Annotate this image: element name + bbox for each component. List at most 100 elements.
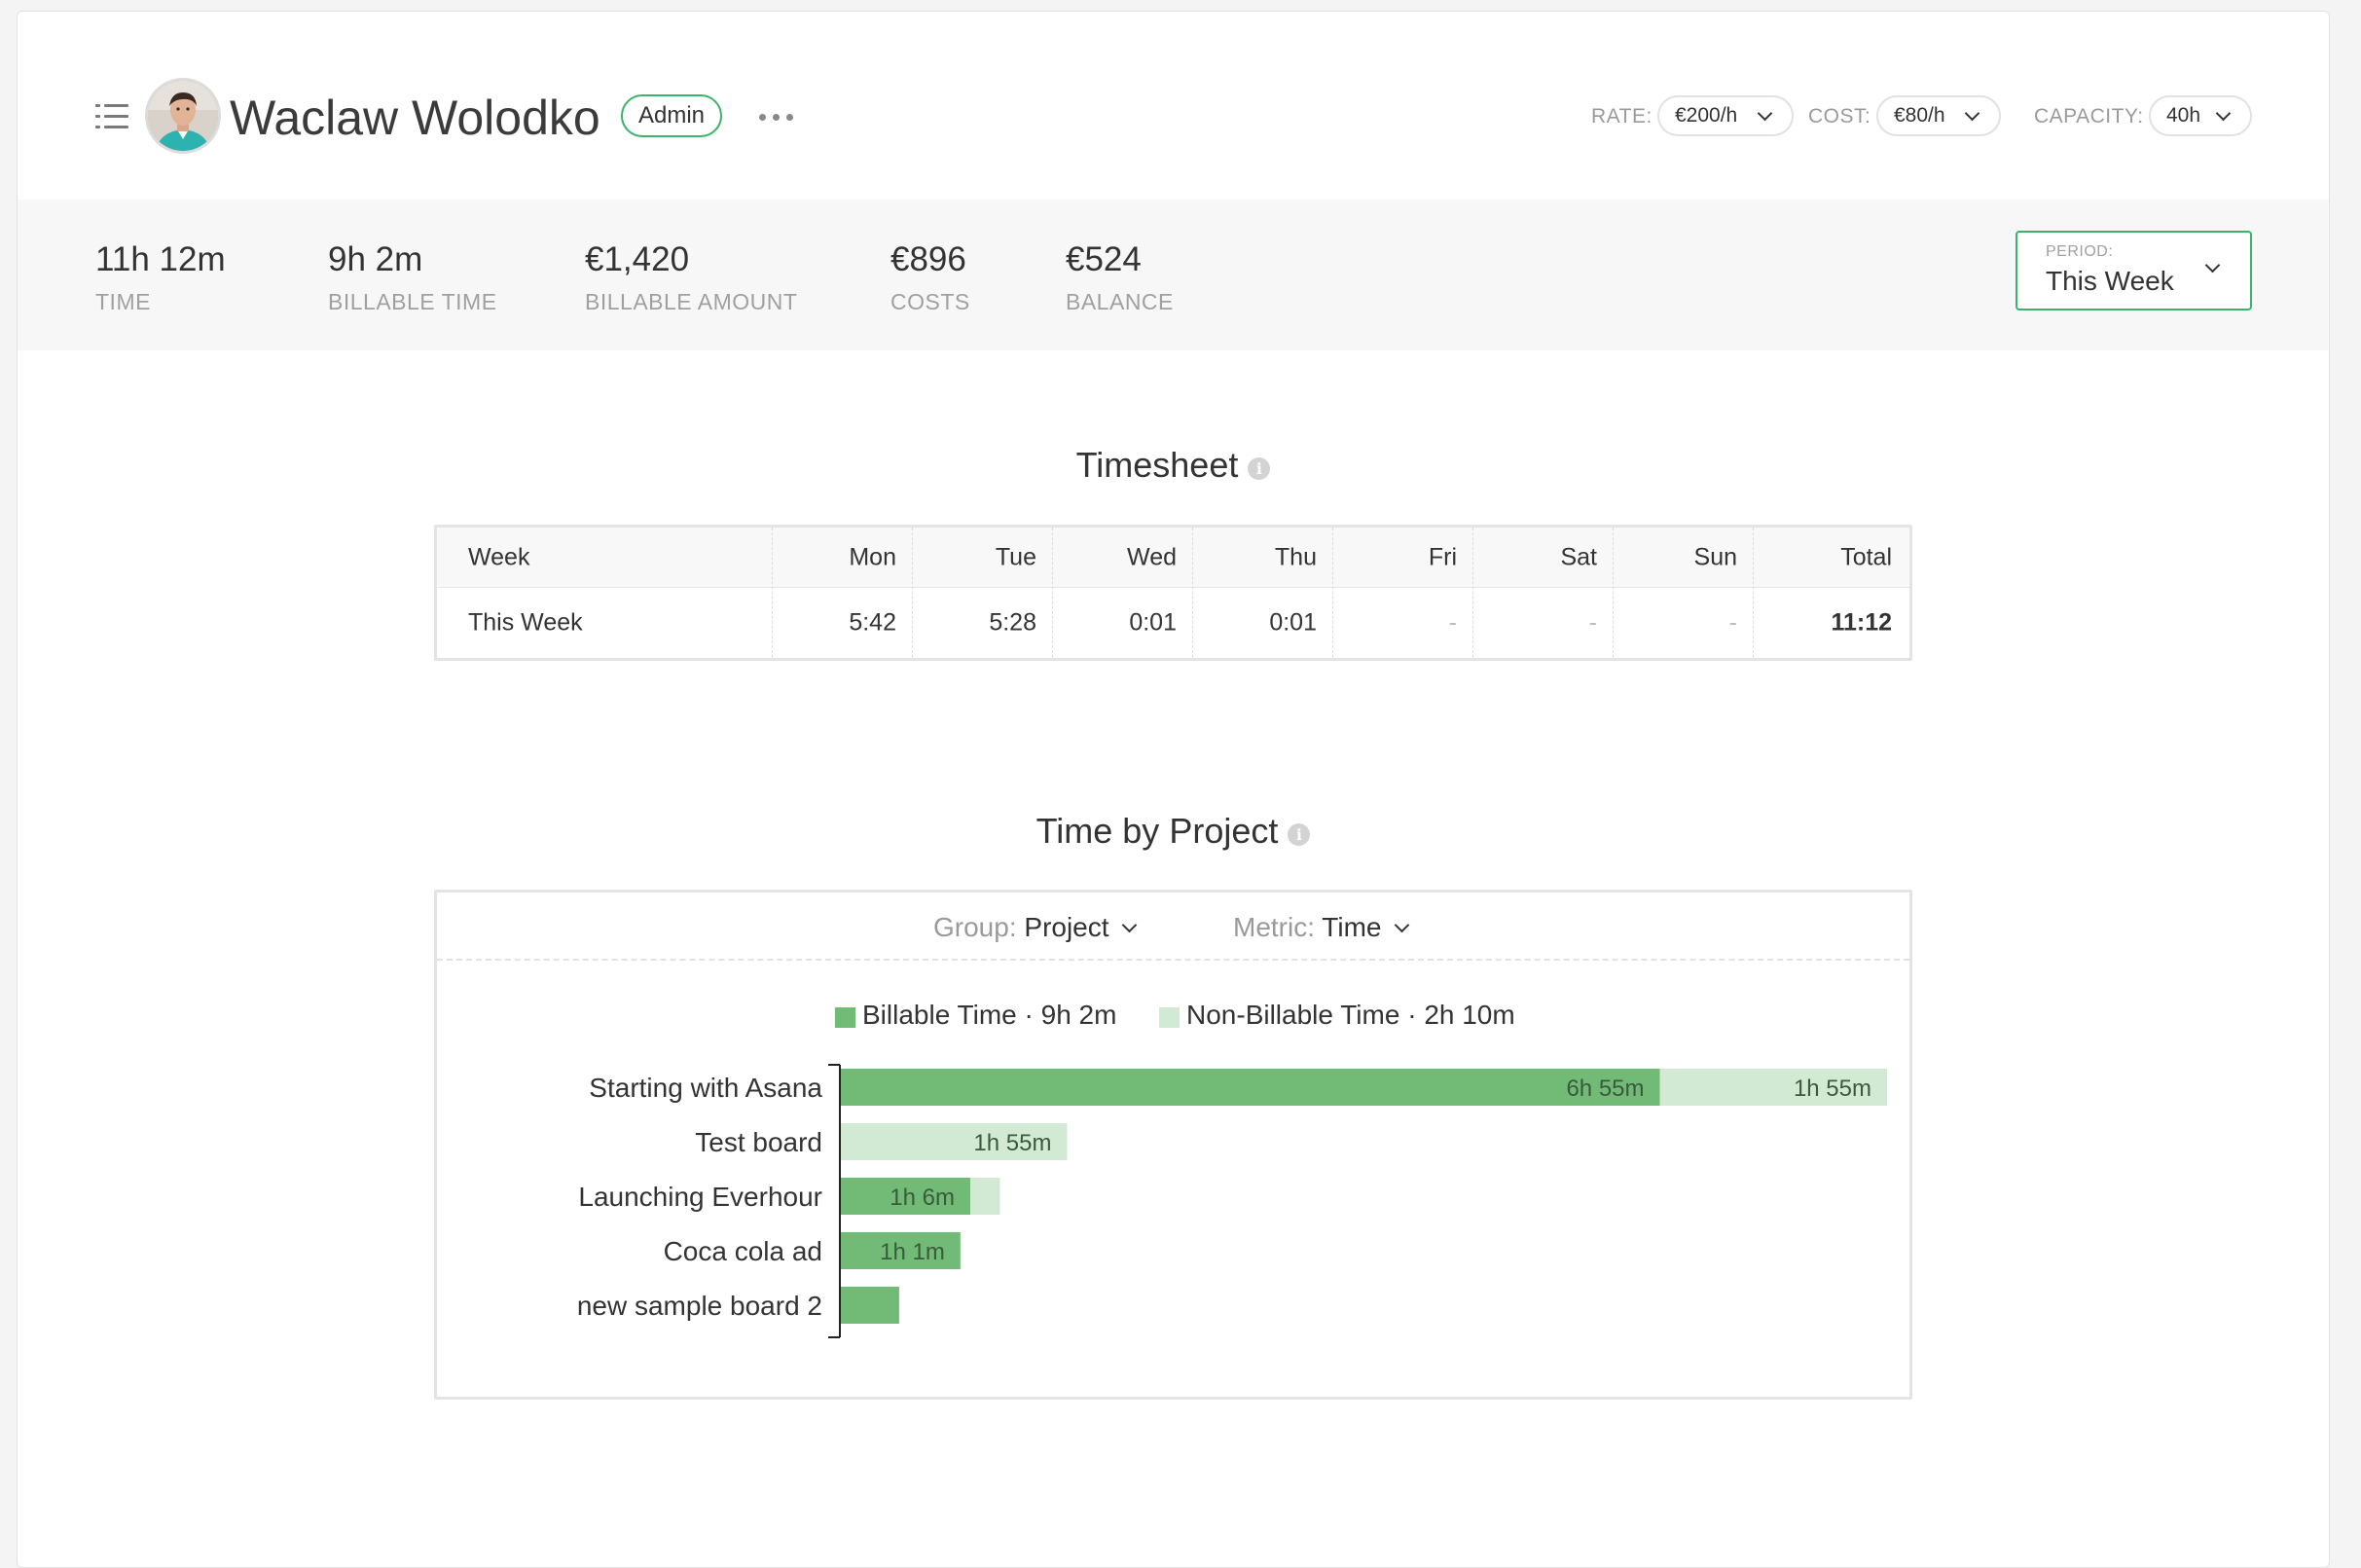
timesheet-table: Week Mon Tue Wed Thu Fri Sat Sun Total T… [434, 525, 1912, 661]
period-label: PERIOD: [2046, 243, 2114, 260]
column-divider [1472, 528, 1473, 658]
cell-mon[interactable]: 5:42 [849, 608, 896, 637]
stat-value: 9h 2m [328, 240, 423, 278]
bar-value-label: 1h 55m [1794, 1076, 1871, 1102]
stat-label: BILLABLE TIME [328, 289, 497, 314]
column-divider [1052, 528, 1053, 658]
user-report-card: Waclaw Wolodko Admin RATE: €200/h COST: … [17, 11, 2330, 1568]
group-select[interactable]: Group: Project [933, 912, 1138, 943]
col-sat: Sat [1560, 543, 1597, 570]
rate-select[interactable]: €200/h [1657, 95, 1794, 136]
time-by-project-panel: Group: Project Metric: Time Billable Tim… [434, 890, 1912, 1400]
chevron-down-icon [1964, 105, 1980, 122]
cost-value: €80/h [1894, 104, 1945, 127]
col-sun: Sun [1693, 543, 1737, 570]
time-by-project-chart: Starting with Asana 6h 55m 1h 55m Test boar… [577, 1064, 1887, 1338]
bar-value-label: 6h 55m [1566, 1076, 1644, 1102]
list-menu-icon[interactable] [95, 103, 128, 130]
cell-total: 11:12 [1831, 608, 1892, 637]
category-label: Coca cola ad [664, 1236, 822, 1266]
timesheet-title: Timesheet i [18, 445, 2329, 486]
role-badge[interactable]: Admin [621, 94, 723, 137]
bar-non-billable[interactable] [1659, 1069, 1887, 1106]
more-options-icon[interactable] [759, 113, 794, 123]
legend-non-billable-text: Non-Billable Time · 2h 10m [1186, 1000, 1515, 1030]
cell-tue[interactable]: 5:28 [989, 608, 1036, 637]
timesheet-row: This Week 5:42 5:28 0:01 0:01 - - - 11:1… [437, 588, 1909, 658]
capacity-value: 40h [2166, 104, 2201, 127]
info-icon[interactable]: i [1248, 457, 1271, 480]
category-label: Starting with Asana [589, 1073, 822, 1103]
time-by-project-title: Time by Project i [18, 811, 2329, 852]
col-mon: Mon [849, 543, 896, 570]
col-fri: Fri [1428, 543, 1457, 570]
legend-swatch-non-billable [1159, 1007, 1180, 1028]
stat-label: COSTS [890, 289, 970, 314]
stat-billable-amount: €1,420 BILLABLE AMOUNT [585, 240, 797, 315]
bar-non-billable[interactable] [969, 1178, 1000, 1215]
timesheet-header-row: Week Mon Tue Wed Thu Fri Sat Sun Total [437, 528, 1909, 588]
period-select[interactable]: PERIOD: This Week [2016, 231, 2252, 310]
col-total: Total [1840, 543, 1892, 570]
category-label: Launching Everhour [578, 1182, 822, 1212]
column-divider [1613, 528, 1614, 658]
col-wed: Wed [1127, 543, 1177, 570]
time-by-project-title-text: Time by Project [1035, 811, 1279, 851]
cell-sat[interactable]: - [1588, 608, 1597, 637]
user-name: Waclaw Wolodko [230, 91, 600, 145]
col-week: Week [468, 543, 530, 570]
rate-value: €200/h [1675, 104, 1738, 127]
col-tue: Tue [995, 543, 1036, 570]
timesheet-title-text: Timesheet [1075, 445, 1239, 485]
stats-bar: 11h 12m TIME 9h 2m BILLABLE TIME €1,420 … [18, 200, 2329, 350]
column-divider [1332, 528, 1333, 658]
cell-week: This Week [468, 608, 583, 637]
chevron-down-icon [1394, 917, 1410, 933]
chart-toolbar: Group: Project Metric: Time [437, 893, 1909, 961]
bar-billable[interactable] [840, 1287, 899, 1324]
stat-label: TIME [95, 289, 151, 314]
cost-select[interactable]: €80/h [1876, 95, 2001, 136]
metric-label: Metric: [1233, 912, 1315, 942]
capacity-select[interactable]: 40h [2149, 95, 2252, 136]
avatar [145, 78, 221, 154]
column-divider [912, 528, 913, 658]
bar-billable[interactable] [840, 1069, 1660, 1106]
stat-value: €524 [1066, 240, 1142, 278]
bar-value-label: 1h 1m [880, 1239, 945, 1265]
cell-thu[interactable]: 0:01 [1269, 608, 1317, 637]
avatar-image [148, 81, 218, 151]
category-label: Test board [695, 1127, 822, 1157]
chevron-down-icon [1122, 917, 1138, 933]
stat-label: BALANCE [1066, 289, 1174, 314]
bar-value-label: 1h 55m [973, 1130, 1051, 1156]
legend-billable-text: Billable Time · 9h 2m [862, 1000, 1117, 1030]
stat-costs: €896 COSTS [890, 240, 970, 315]
stat-time: 11h 12m TIME [95, 240, 226, 315]
metric-select[interactable]: Metric: Time [1233, 912, 1410, 943]
user-header: Waclaw Wolodko Admin RATE: €200/h COST: … [18, 12, 2329, 200]
cell-sun[interactable]: - [1728, 608, 1737, 637]
bar-non-billable[interactable] [840, 1123, 1068, 1160]
chevron-down-icon [2204, 257, 2221, 273]
metric-value: Time [1322, 912, 1382, 942]
col-thu: Thu [1274, 543, 1317, 570]
bar-billable[interactable] [840, 1232, 961, 1269]
stat-value: 11h 12m [95, 240, 226, 278]
bar-value-label: 1h 6m [890, 1185, 955, 1211]
stat-label: BILLABLE AMOUNT [585, 289, 798, 314]
rate-label: RATE: [1591, 105, 1653, 128]
group-value: Project [1024, 912, 1109, 942]
group-label: Group: [933, 912, 1017, 942]
chevron-down-icon [1757, 105, 1773, 122]
chevron-down-icon [2215, 105, 2232, 122]
capacity-label: CAPACITY: [2034, 105, 2144, 128]
legend-swatch-billable [835, 1007, 855, 1028]
cell-fri[interactable]: - [1448, 608, 1457, 637]
column-divider [772, 528, 773, 658]
info-icon[interactable]: i [1288, 823, 1311, 846]
column-divider [1753, 528, 1754, 658]
bar-billable[interactable] [840, 1178, 970, 1215]
cost-label: COST: [1808, 105, 1871, 128]
cell-wed[interactable]: 0:01 [1129, 608, 1177, 637]
